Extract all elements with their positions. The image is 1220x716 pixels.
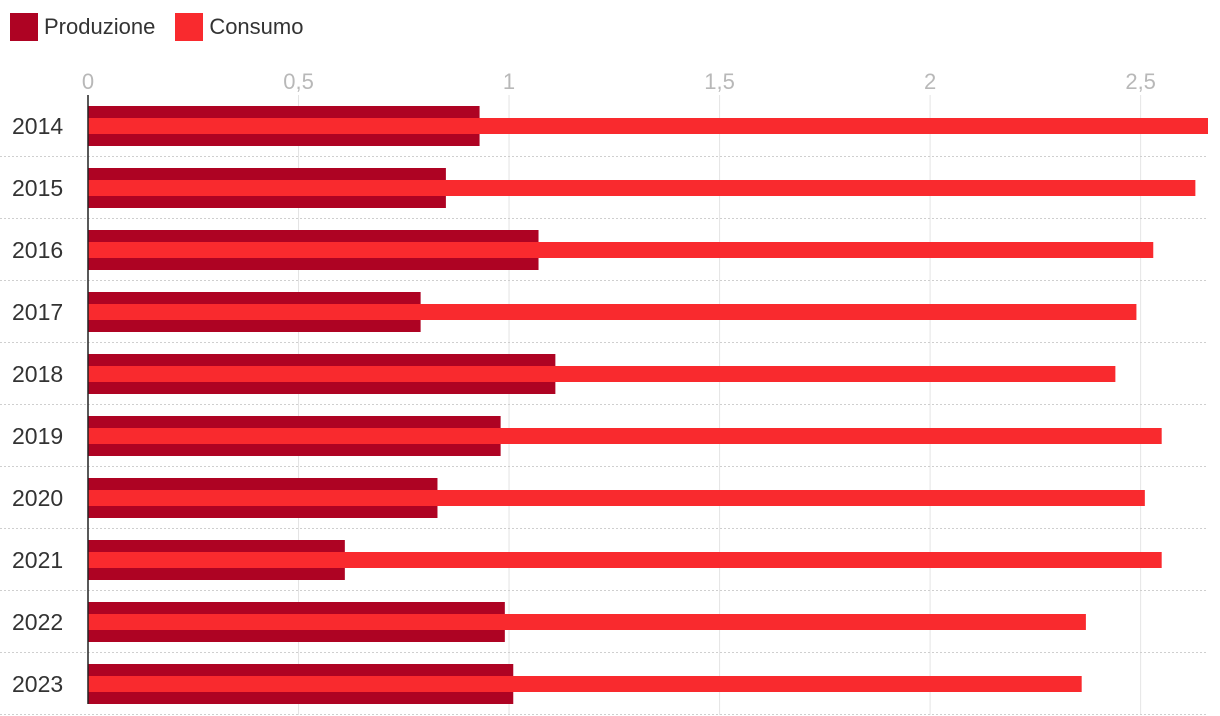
category-label: 2014 (12, 113, 63, 139)
x-tick-label: 1 (503, 69, 515, 94)
bar-consumo (88, 614, 1086, 630)
legend-label-consumo: Consumo (209, 14, 304, 39)
bar-consumo (88, 676, 1082, 692)
legend-label-produzione: Produzione (44, 14, 156, 39)
category-label: 2020 (12, 485, 63, 511)
category-label: 2016 (12, 237, 63, 263)
bar-consumo (88, 490, 1145, 506)
category-label: 2017 (12, 299, 63, 325)
bar-consumo (88, 366, 1116, 382)
legend-swatch-produzione (10, 13, 38, 41)
category-label: 2018 (12, 361, 63, 387)
category-label: 2019 (12, 423, 63, 449)
bar-consumo (88, 428, 1162, 444)
category-label: 2023 (12, 671, 63, 697)
category-label: 2022 (12, 609, 63, 635)
legend-swatch-consumo (175, 13, 204, 41)
bar-consumo (88, 118, 1208, 134)
category-label: 2021 (12, 547, 63, 573)
bar-consumo (88, 304, 1137, 320)
x-tick-label: 0,5 (283, 69, 314, 94)
x-tick-label: 1,5 (704, 69, 735, 94)
legend: Produzione Consumo (10, 13, 303, 41)
legend-item-produzione: Produzione (10, 13, 155, 41)
bar-consumo (88, 180, 1196, 196)
bar-consumo (88, 552, 1162, 568)
x-tick-label: 2,5 (1125, 69, 1156, 94)
x-tick-label: 2 (924, 69, 936, 94)
bar-consumo (88, 242, 1154, 258)
category-label: 2015 (12, 175, 63, 201)
legend-item-consumo: Consumo (175, 13, 303, 41)
x-tick-label: 0 (82, 69, 94, 94)
